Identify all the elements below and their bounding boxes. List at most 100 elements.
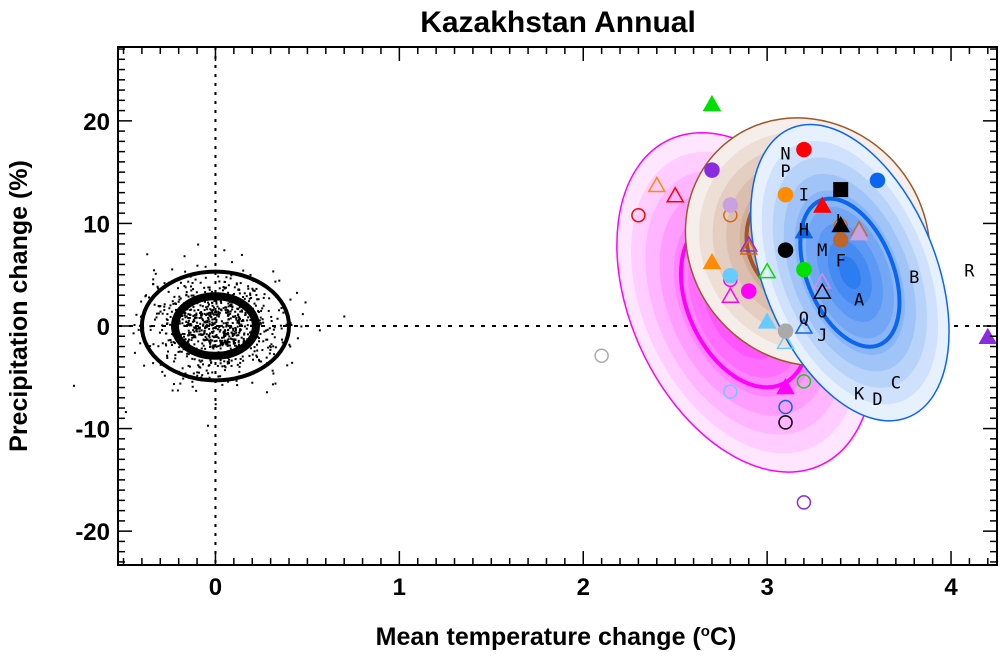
variability-dot [257,311,260,314]
variability-dot [213,299,216,302]
variability-dot [234,329,237,332]
variability-dot [179,297,182,300]
variability-dot [212,336,215,339]
variability-dot [256,349,259,352]
variability-dot [227,311,230,314]
variability-dot [240,253,243,256]
variability-dot [165,332,168,335]
variability-dot [268,352,271,355]
variability-dot [257,337,260,340]
y-axis-label: Precipitation change (%) [5,160,33,452]
variability-dot [218,311,221,314]
variability-dot [186,352,189,355]
variability-dot [272,372,275,375]
variability-dot [164,343,167,346]
variability-dot [203,320,206,323]
variability-dot [195,314,198,317]
data-point-circle [832,232,849,248]
variability-dot [251,287,254,290]
variability-dot [261,349,264,352]
variability-dot [205,326,208,329]
variability-dot [243,325,246,328]
variability-dot [272,328,275,331]
variability-dot [232,338,235,341]
variability-dot [196,321,199,324]
variability-dot [188,333,191,336]
variability-dot [188,338,191,341]
variability-dot [161,328,164,331]
variability-dot [288,343,291,346]
variability-dot [190,308,193,311]
variability-dot [170,310,173,313]
variability-dot [135,313,138,316]
variability-dot [260,360,263,363]
variability-dot [249,318,252,321]
variability-dot [172,302,175,305]
data-point-circle [777,186,794,203]
variability-dot [234,315,237,318]
variability-dot [255,287,258,290]
variability-dot [212,308,215,311]
data-point-circle [777,242,794,258]
variability-dot [167,350,170,353]
variability-dot [228,358,231,361]
variability-dot [183,335,186,338]
variability-dot [230,331,233,334]
variability-dot [181,332,184,335]
variability-dot [223,369,226,372]
chart-title: Kazakhstan Annual [420,6,696,39]
model-letter-label: J [817,326,827,346]
variability-dot [173,295,176,298]
variability-dot [191,380,194,383]
variability-dot [243,332,246,335]
variability-dot [204,339,207,342]
variability-dot [211,310,214,313]
variability-dot [257,358,260,361]
variability-dot [245,327,248,330]
model-letter-label: M [817,241,827,261]
variability-dot [206,305,209,308]
variability-dot [173,342,176,345]
variability-dot [201,305,204,308]
variability-dot [258,319,261,322]
variability-dot [161,312,164,315]
variability-dot [212,347,215,350]
variability-dot [272,353,275,356]
variability-dot [258,340,261,343]
variability-dot [229,347,232,350]
variability-dot [206,338,209,341]
variability-dot [235,318,238,321]
variability-dot [139,342,142,345]
variability-dot [184,286,187,289]
model-letter-label: F [836,251,846,271]
variability-dot [226,321,229,324]
variability-dot [157,345,160,348]
variability-dot [177,287,180,290]
variability-dot [229,310,232,313]
data-point-circle [594,348,609,363]
model-letter-label: L [836,211,846,231]
variability-dot [232,292,235,295]
variability-dot [152,283,155,286]
variability-dot [296,337,299,340]
variability-dot [269,349,272,352]
variability-dot [220,320,223,323]
data-point-circle [796,261,812,278]
variability-dot [238,322,241,325]
variability-dot [253,289,256,292]
variability-dot [226,344,229,347]
variability-dot [192,336,195,339]
variability-dot [212,313,215,316]
variability-dot [259,322,262,325]
variability-dot [225,324,228,327]
variability-dot [190,334,193,337]
variability-dot [235,317,238,320]
variability-dot [261,307,264,310]
variability-dot [274,382,277,385]
variability-dot [183,284,186,287]
variability-dot [199,281,202,284]
variability-dot [248,331,251,334]
variability-dot [211,290,214,293]
y-tick-label: 0 [97,314,110,341]
variability-dot [238,306,241,309]
